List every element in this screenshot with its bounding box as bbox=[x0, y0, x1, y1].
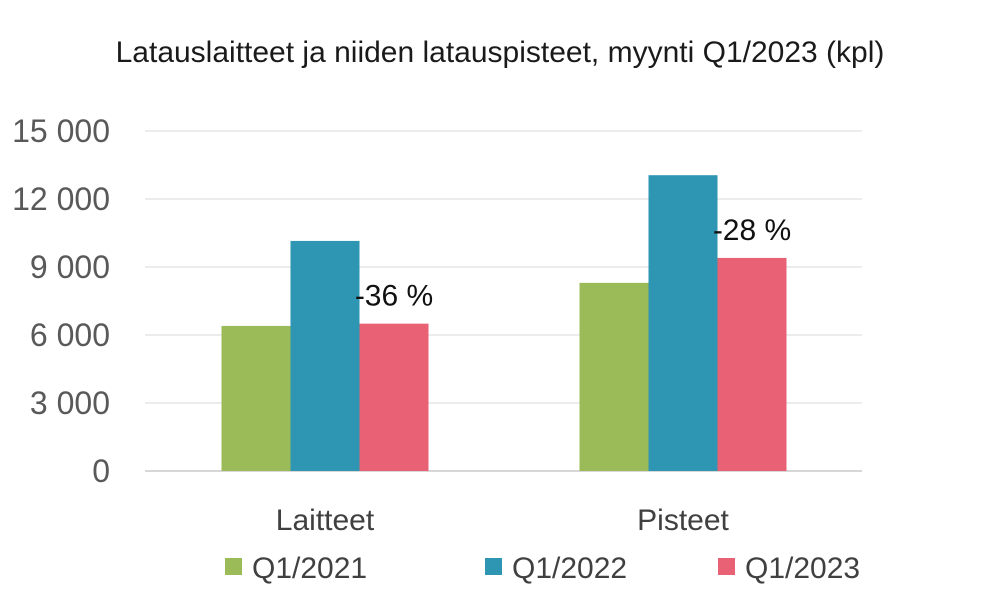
legend: Q1/2021 Q1/2022 Q1/2023 bbox=[225, 552, 860, 585]
bar-laitteet-q12022 bbox=[290, 240, 360, 471]
change-annotation: -36 % bbox=[355, 280, 433, 313]
y-tick-label: 15 000 bbox=[12, 113, 110, 149]
legend-label: Q1/2023 bbox=[745, 552, 860, 585]
bar-laitteet-q12021 bbox=[221, 325, 291, 471]
bar-laitteet-q12023 bbox=[359, 323, 429, 471]
legend-swatch bbox=[225, 558, 242, 575]
y-tick-label: 0 bbox=[92, 453, 110, 489]
y-axis-ticks: 0 3 000 6 000 9 000 12 000 15 000 bbox=[12, 113, 110, 489]
y-tick-label: 9 000 bbox=[30, 249, 110, 285]
legend-swatch bbox=[485, 558, 502, 575]
y-tick-label: 3 000 bbox=[30, 385, 110, 421]
change-annotation: -28 % bbox=[713, 214, 791, 247]
legend-swatch bbox=[718, 558, 735, 575]
bar-pisteet-q12022 bbox=[648, 175, 718, 471]
chart-title: Latauslaitteet ja niiden latauspisteet, … bbox=[116, 36, 885, 69]
annotations: -36 % -28 % bbox=[355, 214, 791, 313]
legend-label: Q1/2021 bbox=[252, 552, 367, 585]
bar-pisteet-q12021 bbox=[579, 282, 649, 471]
y-tick-label: 12 000 bbox=[12, 181, 110, 217]
x-category-label: Laitteet bbox=[276, 504, 375, 537]
bars bbox=[221, 175, 787, 471]
x-axis-categories: Laitteet Pisteet bbox=[276, 504, 730, 537]
bar-pisteet-q12023 bbox=[717, 257, 787, 471]
x-category-label: Pisteet bbox=[637, 504, 729, 537]
y-tick-label: 6 000 bbox=[30, 317, 110, 353]
legend-label: Q1/2022 bbox=[512, 552, 627, 585]
